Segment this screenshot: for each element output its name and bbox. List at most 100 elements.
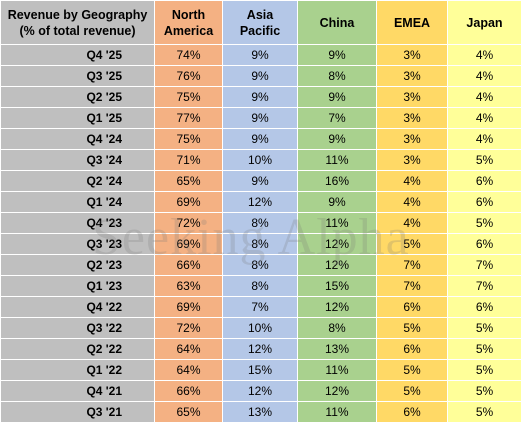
value-cell: 8% — [298, 318, 377, 339]
quarter-label: Q3 '25 — [1, 66, 155, 87]
value-cell: 12% — [298, 381, 377, 402]
value-cell: 8% — [223, 276, 298, 297]
value-cell: 4% — [448, 108, 521, 129]
value-cell: 11% — [298, 213, 377, 234]
col-header-line: China — [298, 15, 376, 31]
value-cell: 9% — [223, 45, 298, 66]
title-line-1: Revenue by Geography — [1, 7, 154, 23]
col-header-line: America — [155, 23, 222, 39]
value-cell: 15% — [298, 276, 377, 297]
value-cell: 9% — [223, 171, 298, 192]
quarter-label: Q3 '24 — [1, 150, 155, 171]
value-cell: 13% — [298, 339, 377, 360]
value-cell: 11% — [298, 402, 377, 423]
value-cell: 66% — [155, 381, 223, 402]
value-cell: 9% — [298, 87, 377, 108]
col-header-line: Asia — [223, 7, 297, 23]
value-cell: 5% — [448, 402, 521, 423]
value-cell: 3% — [377, 66, 448, 87]
col-header-line: Pacific — [223, 23, 297, 39]
value-cell: 4% — [377, 213, 448, 234]
value-cell: 3% — [377, 129, 448, 150]
value-cell: 7% — [298, 108, 377, 129]
value-cell: 7% — [448, 276, 521, 297]
value-cell: 64% — [155, 339, 223, 360]
value-cell: 16% — [298, 171, 377, 192]
quarter-label: Q1 '24 — [1, 192, 155, 213]
value-cell: 77% — [155, 108, 223, 129]
value-cell: 63% — [155, 276, 223, 297]
value-cell: 4% — [377, 171, 448, 192]
value-cell: 72% — [155, 318, 223, 339]
quarter-label: Q4 '22 — [1, 297, 155, 318]
value-cell: 5% — [377, 234, 448, 255]
value-cell: 12% — [223, 339, 298, 360]
value-cell: 6% — [448, 234, 521, 255]
quarter-label: Q4 '23 — [1, 213, 155, 234]
value-cell: 9% — [298, 129, 377, 150]
value-cell: 11% — [298, 150, 377, 171]
value-cell: 6% — [377, 297, 448, 318]
col-header-asia-pacific: Asia Pacific — [223, 1, 298, 45]
value-cell: 5% — [448, 360, 521, 381]
value-cell: 10% — [223, 318, 298, 339]
value-cell: 65% — [155, 171, 223, 192]
value-cell: 75% — [155, 129, 223, 150]
quarter-label: Q2 '22 — [1, 339, 155, 360]
value-cell: 9% — [223, 87, 298, 108]
value-cell: 11% — [298, 360, 377, 381]
value-cell: 71% — [155, 150, 223, 171]
value-cell: 8% — [223, 234, 298, 255]
quarter-label: Q3 '21 — [1, 402, 155, 423]
col-header-line: Japan — [448, 15, 521, 31]
quarter-label: Q4 '21 — [1, 381, 155, 402]
value-cell: 69% — [155, 192, 223, 213]
value-cell: 7% — [223, 297, 298, 318]
value-cell: 3% — [377, 45, 448, 66]
quarter-label: Q4 '24 — [1, 129, 155, 150]
value-cell: 6% — [448, 297, 521, 318]
value-cell: 69% — [155, 234, 223, 255]
quarter-label: Q1 '22 — [1, 360, 155, 381]
col-header-line: EMEA — [377, 15, 447, 31]
value-cell: 7% — [448, 255, 521, 276]
value-cell: 8% — [298, 66, 377, 87]
value-cell: 4% — [448, 129, 521, 150]
value-cell: 4% — [448, 66, 521, 87]
value-cell: 5% — [377, 360, 448, 381]
value-cell: 5% — [448, 381, 521, 402]
value-cell: 15% — [223, 360, 298, 381]
value-cell: 7% — [377, 276, 448, 297]
value-cell: 7% — [377, 255, 448, 276]
value-cell: 72% — [155, 213, 223, 234]
value-cell: 5% — [448, 339, 521, 360]
value-cell: 8% — [223, 213, 298, 234]
value-cell: 3% — [377, 150, 448, 171]
quarter-label: Q2 '24 — [1, 171, 155, 192]
value-cell: 12% — [223, 192, 298, 213]
col-header-china: China — [298, 1, 377, 45]
value-cell: 9% — [223, 108, 298, 129]
value-cell: 74% — [155, 45, 223, 66]
value-cell: 5% — [448, 150, 521, 171]
value-cell: 3% — [377, 87, 448, 108]
value-cell: 5% — [448, 318, 521, 339]
value-cell: 6% — [448, 171, 521, 192]
value-cell: 69% — [155, 297, 223, 318]
